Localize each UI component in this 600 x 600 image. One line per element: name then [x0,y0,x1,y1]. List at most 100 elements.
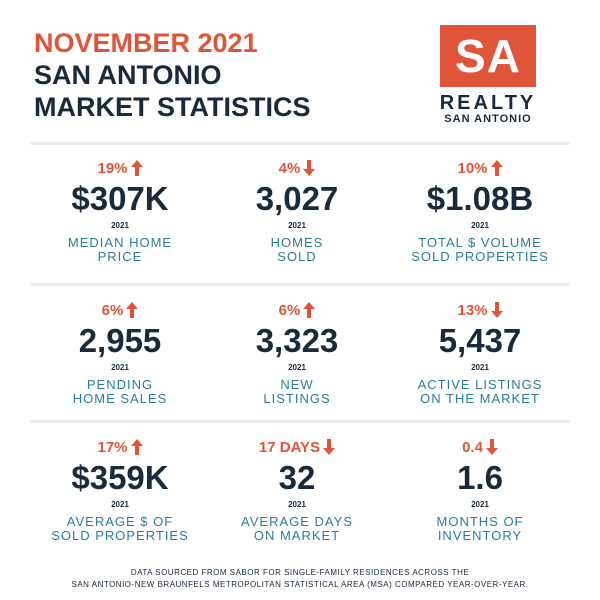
arrow-up [303,302,316,318]
arrow-shape [323,439,336,455]
change: 6% [202,300,392,320]
arrow-down [490,302,503,318]
stat-label: ACTIVE LISTINGS ON THE MARKET [385,378,575,406]
change: 4% [202,158,392,178]
stat-year: 2021 [288,221,306,230]
change-text: 17 DAYS [258,438,321,456]
label-line: NEW [280,377,314,392]
label-line: SOLD [277,249,317,264]
stat-label: HOMES SOLD [202,236,392,264]
label-line: SOLD PROPERTIES [411,249,549,264]
change-text: 19% [97,159,128,177]
stat-label: PENDING HOME SALES [25,378,215,406]
arrow-down [303,160,316,176]
footer-line: SAN ANTONIO-NEW BRAUNFELS METROPOLITAN S… [71,580,529,589]
change-text: 6% [278,301,301,319]
change-text: 10% [457,159,488,177]
change: 19% [25,158,215,178]
arrow-shape [490,302,503,318]
change-text: 0.4 [462,438,483,456]
change-text: 13% [457,301,488,319]
separator [30,283,570,286]
stat-label: NEW LISTINGS [202,378,392,406]
label-line: ON THE MARKET [420,391,540,406]
change: 10% [385,158,575,178]
change: 17 DAYS [202,437,392,457]
label-line: AVERAGE $ OF [66,514,174,529]
stat-label: MEDIAN HOME PRICE [25,236,215,264]
label-line: ON MARKET [253,528,341,543]
title-line: SAN ANTONIO [34,60,222,90]
stat-cell: 19% $307K 2021 MEDIAN HOME PRICE [25,158,215,264]
stat-value: $307K [71,180,169,217]
label-line: MONTHS OF [436,514,524,529]
stat-year: 2021 [111,221,129,230]
stat-value: 32 [278,459,316,496]
label-line: AVERAGE DAYS [241,514,353,529]
stat-label: MONTHS OF INVENTORY [385,515,575,543]
arrow-shape [130,160,143,176]
change: 6% [25,300,215,320]
change-text: 17% [97,438,128,456]
logo-name: REALTY [439,92,537,114]
change-text: 4% [278,159,301,177]
label-line: HOMES [270,235,324,250]
arrow-down [323,439,336,455]
change: 17% [25,437,215,457]
label-line: TOTAL $ VOLUME [418,235,542,250]
arrow-up [490,160,503,176]
stat-value: $359K [71,459,169,496]
arrow-shape [490,160,503,176]
separator [30,420,570,423]
label-line: PRICE [97,249,143,264]
stat-value: 1.6 [457,459,503,496]
stat-label: TOTAL $ VOLUME SOLD PROPERTIES [385,236,575,264]
stat-cell: 6% 3,323 2021 NEW LISTINGS [202,300,392,406]
stat-year: 2021 [288,500,306,509]
stat-label: AVERAGE DAYS ON MARKET [202,515,392,543]
stat-cell: 13% 5,437 2021 ACTIVE LISTINGS ON THE MARKET [385,300,575,406]
stat-year: 2021 [288,363,306,372]
label-line: PENDING [86,377,154,392]
arrow-shape [126,302,139,318]
title-line: MARKET STATISTICS [34,92,311,122]
arrow-up [130,439,143,455]
stat-value: $1.08B [426,180,534,217]
label-line: SOLD PROPERTIES [51,528,189,543]
stat-cell: 17 DAYS 32 2021 AVERAGE DAYS ON MARKET [202,437,392,543]
report-date: NOVEMBER 2021 [34,28,258,58]
label-line: HOME SALES [72,391,168,406]
label-line: MEDIAN HOME [67,235,173,250]
arrow-shape [303,302,316,318]
separator [30,142,570,145]
arrow-down [485,439,498,455]
stat-value: 3,027 [255,180,339,217]
stat-cell: 6% 2,955 2021 PENDING HOME SALES [25,300,215,406]
stat-value: 2,955 [78,322,162,359]
change: 0.4 [385,437,575,457]
arrow-shape [485,439,498,455]
stat-cell: 0.4 1.6 2021 MONTHS OF INVENTORY [385,437,575,543]
stat-year: 2021 [111,363,129,372]
stat-label: AVERAGE $ OF SOLD PROPERTIES [25,515,215,543]
label-line: ACTIVE LISTINGS [417,377,543,392]
stat-cell: 17% $359K 2021 AVERAGE $ OF SOLD PROPERTIES [25,437,215,543]
label-line: LISTINGS [263,391,331,406]
stat-cell: 4% 3,027 2021 HOMES SOLD [202,158,392,264]
stat-year: 2021 [111,500,129,509]
stat-value: 5,437 [438,322,522,359]
label-line: INVENTORY [437,528,523,543]
change: 13% [385,300,575,320]
stat-year: 2021 [471,500,489,509]
arrow-shape [303,160,316,176]
change-text: 6% [101,301,124,319]
arrow-up [126,302,139,318]
stat-year: 2021 [471,221,489,230]
stat-cell: 10% $1.08B 2021 TOTAL $ VOLUME SOLD PROPERTI… [385,158,575,264]
arrow-up [130,160,143,176]
stat-year: 2021 [471,363,489,372]
footer-line: DATA SOURCED FROM SABOR FOR SINGLE-FAMIL… [130,568,470,577]
stat-value: 3,323 [255,322,339,359]
arrow-shape [130,439,143,455]
